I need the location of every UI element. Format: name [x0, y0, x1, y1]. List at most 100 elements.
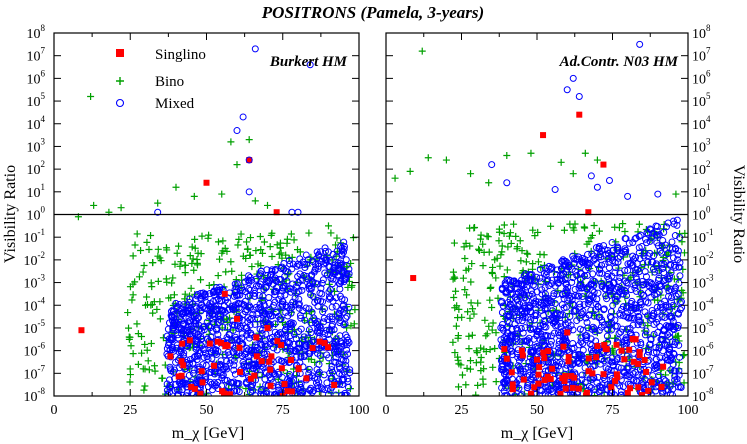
point-mixed: [171, 366, 179, 374]
point-mixed: [532, 312, 540, 320]
point-mixed: [260, 286, 268, 294]
point-mixed: [587, 335, 595, 343]
point-mixed: [336, 292, 344, 300]
point-bino: [246, 251, 254, 259]
point-singlino: [593, 354, 600, 361]
point-mixed: [249, 386, 257, 394]
point-mixed: [514, 288, 522, 296]
point-mixed: [335, 347, 343, 355]
point-bino: [162, 244, 170, 252]
point-bino: [222, 268, 230, 276]
point-mixed: [510, 277, 518, 285]
point-bino: [513, 245, 521, 253]
y-tick-label: 107: [27, 46, 46, 65]
point-singlino: [287, 357, 294, 364]
point-mixed: [197, 333, 205, 341]
point-mixed: [634, 278, 642, 286]
point-mixed: [224, 298, 232, 306]
point-singlino: [214, 338, 221, 345]
point-mixed: [261, 318, 269, 326]
point-bino: [228, 267, 236, 275]
point-mixed: [671, 232, 679, 240]
point-bino: [467, 278, 475, 286]
point-mixed: [585, 296, 593, 304]
point-mixed: [642, 273, 650, 281]
legend: Singlino Bino Mixed: [115, 47, 206, 112]
point-mixed: [505, 312, 513, 320]
point-mixed: [575, 350, 583, 358]
point-mixed: [306, 61, 314, 69]
point-singlino: [226, 391, 233, 396]
point-mixed: [605, 321, 613, 329]
point-mixed: [212, 368, 220, 376]
point-mixed: [196, 325, 204, 333]
point-bino: [498, 242, 506, 250]
point-mixed: [590, 312, 598, 320]
point-mixed: [639, 260, 647, 268]
point-singlino: [585, 355, 592, 362]
point-mixed: [176, 380, 184, 388]
point-mixed: [340, 341, 348, 349]
point-mixed: [592, 305, 600, 313]
point-bino: [465, 332, 473, 340]
point-mixed: [555, 362, 563, 370]
point-singlino: [576, 111, 583, 118]
point-bino: [503, 152, 511, 160]
point-bino: [218, 190, 226, 198]
point-mixed: [256, 280, 264, 288]
point-mixed: [249, 360, 257, 368]
point-singlino: [630, 358, 637, 365]
point-singlino: [520, 376, 527, 383]
point-mixed: [625, 239, 633, 247]
point-mixed: [343, 391, 351, 396]
point-mixed: [573, 317, 581, 325]
point-bino: [451, 349, 459, 357]
point-mixed: [181, 379, 189, 387]
point-mixed: [584, 251, 592, 259]
point-mixed: [212, 351, 220, 359]
point-mixed: [536, 274, 544, 282]
point-mixed: [658, 304, 666, 312]
point-mixed: [192, 317, 200, 325]
point-mixed: [507, 284, 515, 292]
point-mixed: [320, 371, 328, 379]
point-mixed: [674, 324, 682, 332]
point-bino: [243, 238, 251, 246]
point-bino: [504, 243, 512, 251]
point-bino: [495, 237, 503, 245]
point-mixed: [508, 351, 516, 359]
point-mixed: [544, 383, 552, 391]
point-mixed: [660, 376, 668, 384]
y-tick-label: 106: [692, 68, 711, 87]
x-tick-label: 25: [455, 403, 469, 418]
point-singlino: [509, 381, 516, 388]
point-mixed: [594, 289, 602, 297]
point-mixed: [644, 346, 652, 354]
point-mixed: [577, 338, 585, 346]
point-bino: [90, 201, 98, 209]
y-tick-label: 10-6: [24, 341, 46, 360]
point-mixed: [283, 303, 291, 311]
point-bino: [680, 249, 688, 257]
point-mixed: [658, 335, 666, 343]
point-mixed: [621, 336, 629, 344]
point-mixed: [174, 334, 182, 342]
point-mixed: [341, 305, 349, 313]
point-mixed: [654, 315, 662, 323]
point-mixed: [259, 297, 267, 305]
point-mixed: [266, 306, 274, 314]
point-bino: [282, 251, 290, 259]
point-mixed: [530, 348, 538, 356]
point-mixed: [344, 375, 352, 383]
point-mixed: [488, 161, 496, 169]
point-mixed: [608, 272, 616, 280]
point-mixed: [676, 299, 684, 307]
y-tick-label: 10-8: [24, 386, 46, 405]
point-mixed: [242, 378, 250, 386]
point-mixed: [498, 308, 506, 316]
point-mixed: [313, 365, 321, 373]
point-bino: [87, 93, 95, 101]
point-mixed: [265, 310, 273, 318]
point-mixed: [320, 314, 328, 322]
point-bino: [500, 221, 508, 229]
